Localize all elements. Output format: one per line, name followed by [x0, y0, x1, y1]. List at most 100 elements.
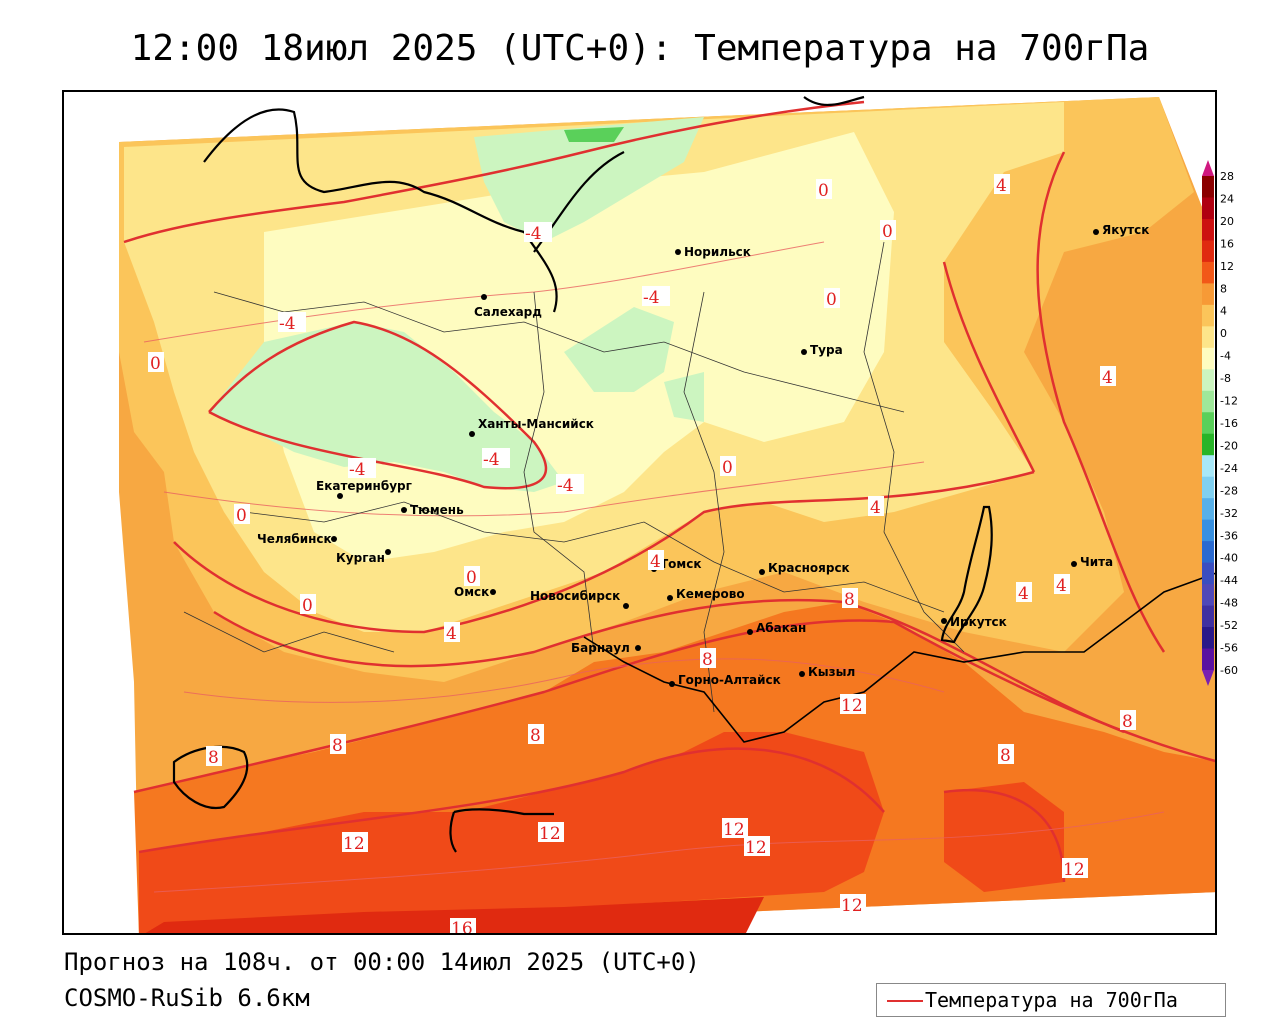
- svg-text:Ханты-Мансийск: Ханты-Мансийск: [478, 417, 594, 431]
- svg-text:-4: -4: [483, 450, 500, 470]
- svg-text:-4: -4: [643, 288, 660, 308]
- svg-text:4: 4: [1056, 576, 1067, 596]
- city-abakan: Абакан: [747, 621, 806, 635]
- colorbar-swatch: [1202, 433, 1214, 456]
- svg-text:Абакан: Абакан: [756, 621, 806, 635]
- colorbar-tick-label: -12: [1220, 395, 1238, 408]
- temperature-map[interactable]: Норильск Якутск Салехард Тура Ханты-Манс…: [62, 90, 1217, 935]
- svg-text:12: 12: [539, 824, 561, 844]
- svg-text:4: 4: [1018, 584, 1029, 604]
- isotherm-lines: [123, 100, 1215, 883]
- svg-text:0: 0: [236, 506, 247, 526]
- svg-text:Иркутск: Иркутск: [950, 615, 1007, 629]
- svg-text:-4: -4: [279, 314, 296, 334]
- colorbar-swatch: [1202, 240, 1214, 263]
- svg-text:Челябинск: Челябинск: [257, 532, 332, 546]
- cold-region-small: [664, 372, 704, 422]
- svg-text:-4: -4: [349, 460, 366, 480]
- colorbar-swatch: [1202, 176, 1214, 198]
- colorbar-swatch: [1202, 304, 1214, 327]
- colorbar-swatch: [1202, 562, 1214, 585]
- colorbar-tick-label: -8: [1220, 372, 1231, 385]
- svg-text:8: 8: [1122, 712, 1133, 732]
- svg-text:Кемерово: Кемерово: [676, 587, 745, 601]
- svg-text:12: 12: [1063, 860, 1085, 880]
- city-omsk: Омск: [454, 585, 496, 599]
- colorbar-tick-label: -36: [1220, 529, 1238, 542]
- svg-text:Барнаул: Барнаул: [571, 641, 630, 655]
- svg-text:12: 12: [723, 820, 745, 840]
- colorbar-arrow-top: [1202, 160, 1214, 176]
- svg-text:12: 12: [745, 838, 767, 858]
- svg-text:-4: -4: [557, 476, 574, 496]
- colorbar-tick-label: -20: [1220, 439, 1238, 452]
- svg-text:12: 12: [343, 834, 365, 854]
- lake-balkhash: [449, 808, 554, 853]
- legend-label: Температура на 700гПа: [925, 988, 1178, 1012]
- city-gorno-altaysk: Горно-Алтайск: [669, 673, 781, 687]
- cold-region-west: [209, 322, 564, 492]
- colorbar-swatch: [1202, 347, 1214, 370]
- colorbar-tick-label: 8: [1220, 282, 1227, 295]
- city-kurgan: Курган: [336, 549, 391, 565]
- colorbar-ticks: 28 24 20 16 12 8 4 0 -4 -8 -12 -16 -20 -24 -28 -32 -36 -4…: [1220, 170, 1238, 677]
- svg-text:8: 8: [1000, 746, 1011, 766]
- colorbar-swatches: [1202, 160, 1214, 686]
- svg-text:8: 8: [332, 736, 343, 756]
- colorbar-swatch: [1202, 627, 1214, 650]
- city-barnaul: Барнаул: [571, 641, 641, 655]
- colorbar-swatch: [1202, 476, 1214, 499]
- svg-text:Красноярск: Красноярск: [768, 561, 850, 575]
- svg-text:Тюмень: Тюмень: [410, 503, 464, 517]
- colorbar-tick-label: -32: [1220, 507, 1238, 520]
- svg-text:12: 12: [841, 896, 863, 916]
- svg-text:4: 4: [996, 176, 1007, 196]
- colorbar-swatch: [1202, 648, 1214, 671]
- svg-text:0: 0: [302, 596, 313, 616]
- colorbar-tick-label: -48: [1220, 597, 1238, 610]
- model-info: COSMO-RuSib 6.6км: [64, 984, 310, 1012]
- svg-text:8: 8: [208, 748, 219, 768]
- city-irkutsk: Иркутск: [941, 615, 1007, 629]
- svg-text:Омск: Омск: [454, 585, 489, 599]
- svg-text:0: 0: [722, 458, 733, 478]
- colorbar-swatch: [1202, 390, 1214, 413]
- isotherm-minor: [143, 241, 1165, 893]
- city-markers: Норильск Якутск Салехард Тура Ханты-Манс…: [257, 223, 1149, 687]
- svg-text:Чита: Чита: [1080, 555, 1113, 569]
- svg-text:Новосибирск: Новосибирск: [530, 589, 620, 603]
- legend: Температура на 700гПа: [876, 983, 1226, 1017]
- colorbar-tick-label: 16: [1220, 237, 1234, 250]
- svg-text:4: 4: [1102, 368, 1113, 388]
- svg-text:Екатеринбург: Екатеринбург: [316, 479, 412, 493]
- svg-text:Тура: Тура: [810, 343, 843, 357]
- colorbar-tick-label: 0: [1220, 327, 1227, 340]
- colorbar-swatch: [1202, 455, 1214, 478]
- svg-text:Салехард: Салехард: [474, 305, 542, 319]
- svg-text:Якутск: Якутск: [1102, 223, 1149, 237]
- svg-text:0: 0: [818, 181, 829, 201]
- svg-text:12: 12: [841, 696, 863, 716]
- colorbar-tick-label: 12: [1220, 260, 1234, 273]
- colorbar-swatch: [1202, 412, 1214, 435]
- svg-text:8: 8: [702, 650, 713, 670]
- colorbar-tick-label: -4: [1220, 350, 1231, 363]
- svg-text:0: 0: [150, 354, 161, 374]
- svg-text:-4: -4: [525, 224, 542, 244]
- colorbar-tick-label: -56: [1220, 642, 1238, 655]
- city-tyumen: Тюмень: [401, 503, 464, 517]
- colorbar-swatch: [1202, 283, 1214, 306]
- colorbar-swatch: [1202, 498, 1214, 521]
- svg-text:0: 0: [882, 222, 893, 242]
- colorbar-swatch: [1202, 218, 1214, 241]
- colorbar-tick-label: -40: [1220, 552, 1238, 565]
- colorbar-tick-label: -52: [1220, 619, 1238, 632]
- svg-text:4: 4: [650, 552, 661, 572]
- colorbar-swatch: [1202, 369, 1214, 392]
- city-krasnoyarsk: Красноярск: [759, 561, 850, 575]
- band-16: [145, 897, 764, 933]
- band-12-16: [139, 732, 884, 933]
- colorbar-swatch: [1202, 261, 1214, 284]
- colorbar-swatch: [1202, 326, 1214, 349]
- colorbar-swatch: [1202, 519, 1214, 542]
